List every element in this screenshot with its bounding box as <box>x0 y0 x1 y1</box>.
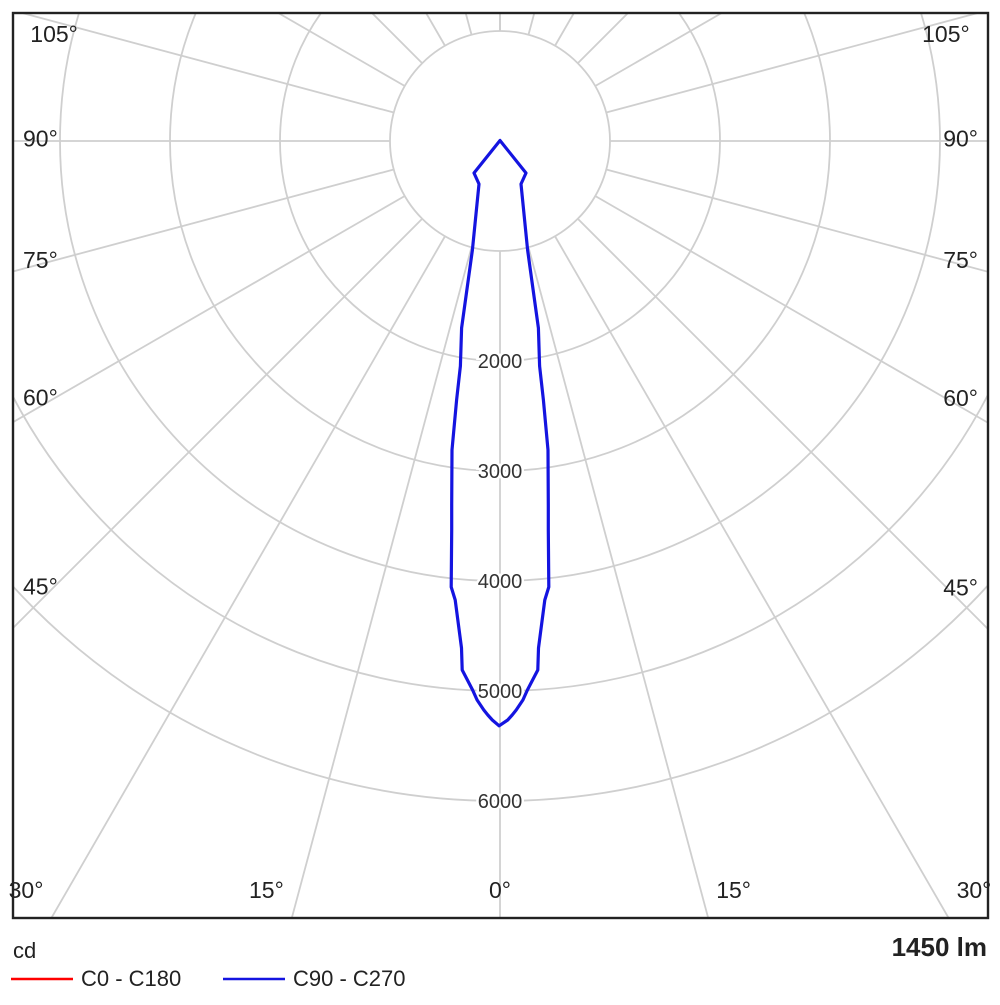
svg-text:75°: 75° <box>943 247 978 273</box>
svg-text:cd: cd <box>13 938 36 963</box>
svg-text:3000: 3000 <box>478 461 523 483</box>
svg-text:30°: 30° <box>957 877 992 903</box>
svg-text:75°: 75° <box>23 247 58 273</box>
svg-text:15°: 15° <box>249 877 284 903</box>
svg-text:4000: 4000 <box>478 571 523 593</box>
svg-text:15°: 15° <box>716 877 751 903</box>
svg-text:90°: 90° <box>23 125 58 151</box>
svg-text:2000: 2000 <box>478 351 523 373</box>
svg-text:60°: 60° <box>943 385 978 411</box>
svg-text:C0 - C180: C0 - C180 <box>81 966 181 991</box>
svg-text:90°: 90° <box>943 125 978 151</box>
svg-text:5000: 5000 <box>478 681 523 703</box>
svg-text:105°: 105° <box>922 21 970 47</box>
svg-text:0°: 0° <box>489 877 511 903</box>
svg-text:6000: 6000 <box>478 791 523 813</box>
svg-text:C90 - C270: C90 - C270 <box>293 966 406 991</box>
svg-text:1450 lm: 1450 lm <box>892 932 987 962</box>
svg-text:30°: 30° <box>9 877 44 903</box>
svg-text:60°: 60° <box>23 385 58 411</box>
svg-text:105°: 105° <box>30 21 78 47</box>
svg-text:45°: 45° <box>23 574 58 600</box>
svg-text:45°: 45° <box>943 575 978 601</box>
